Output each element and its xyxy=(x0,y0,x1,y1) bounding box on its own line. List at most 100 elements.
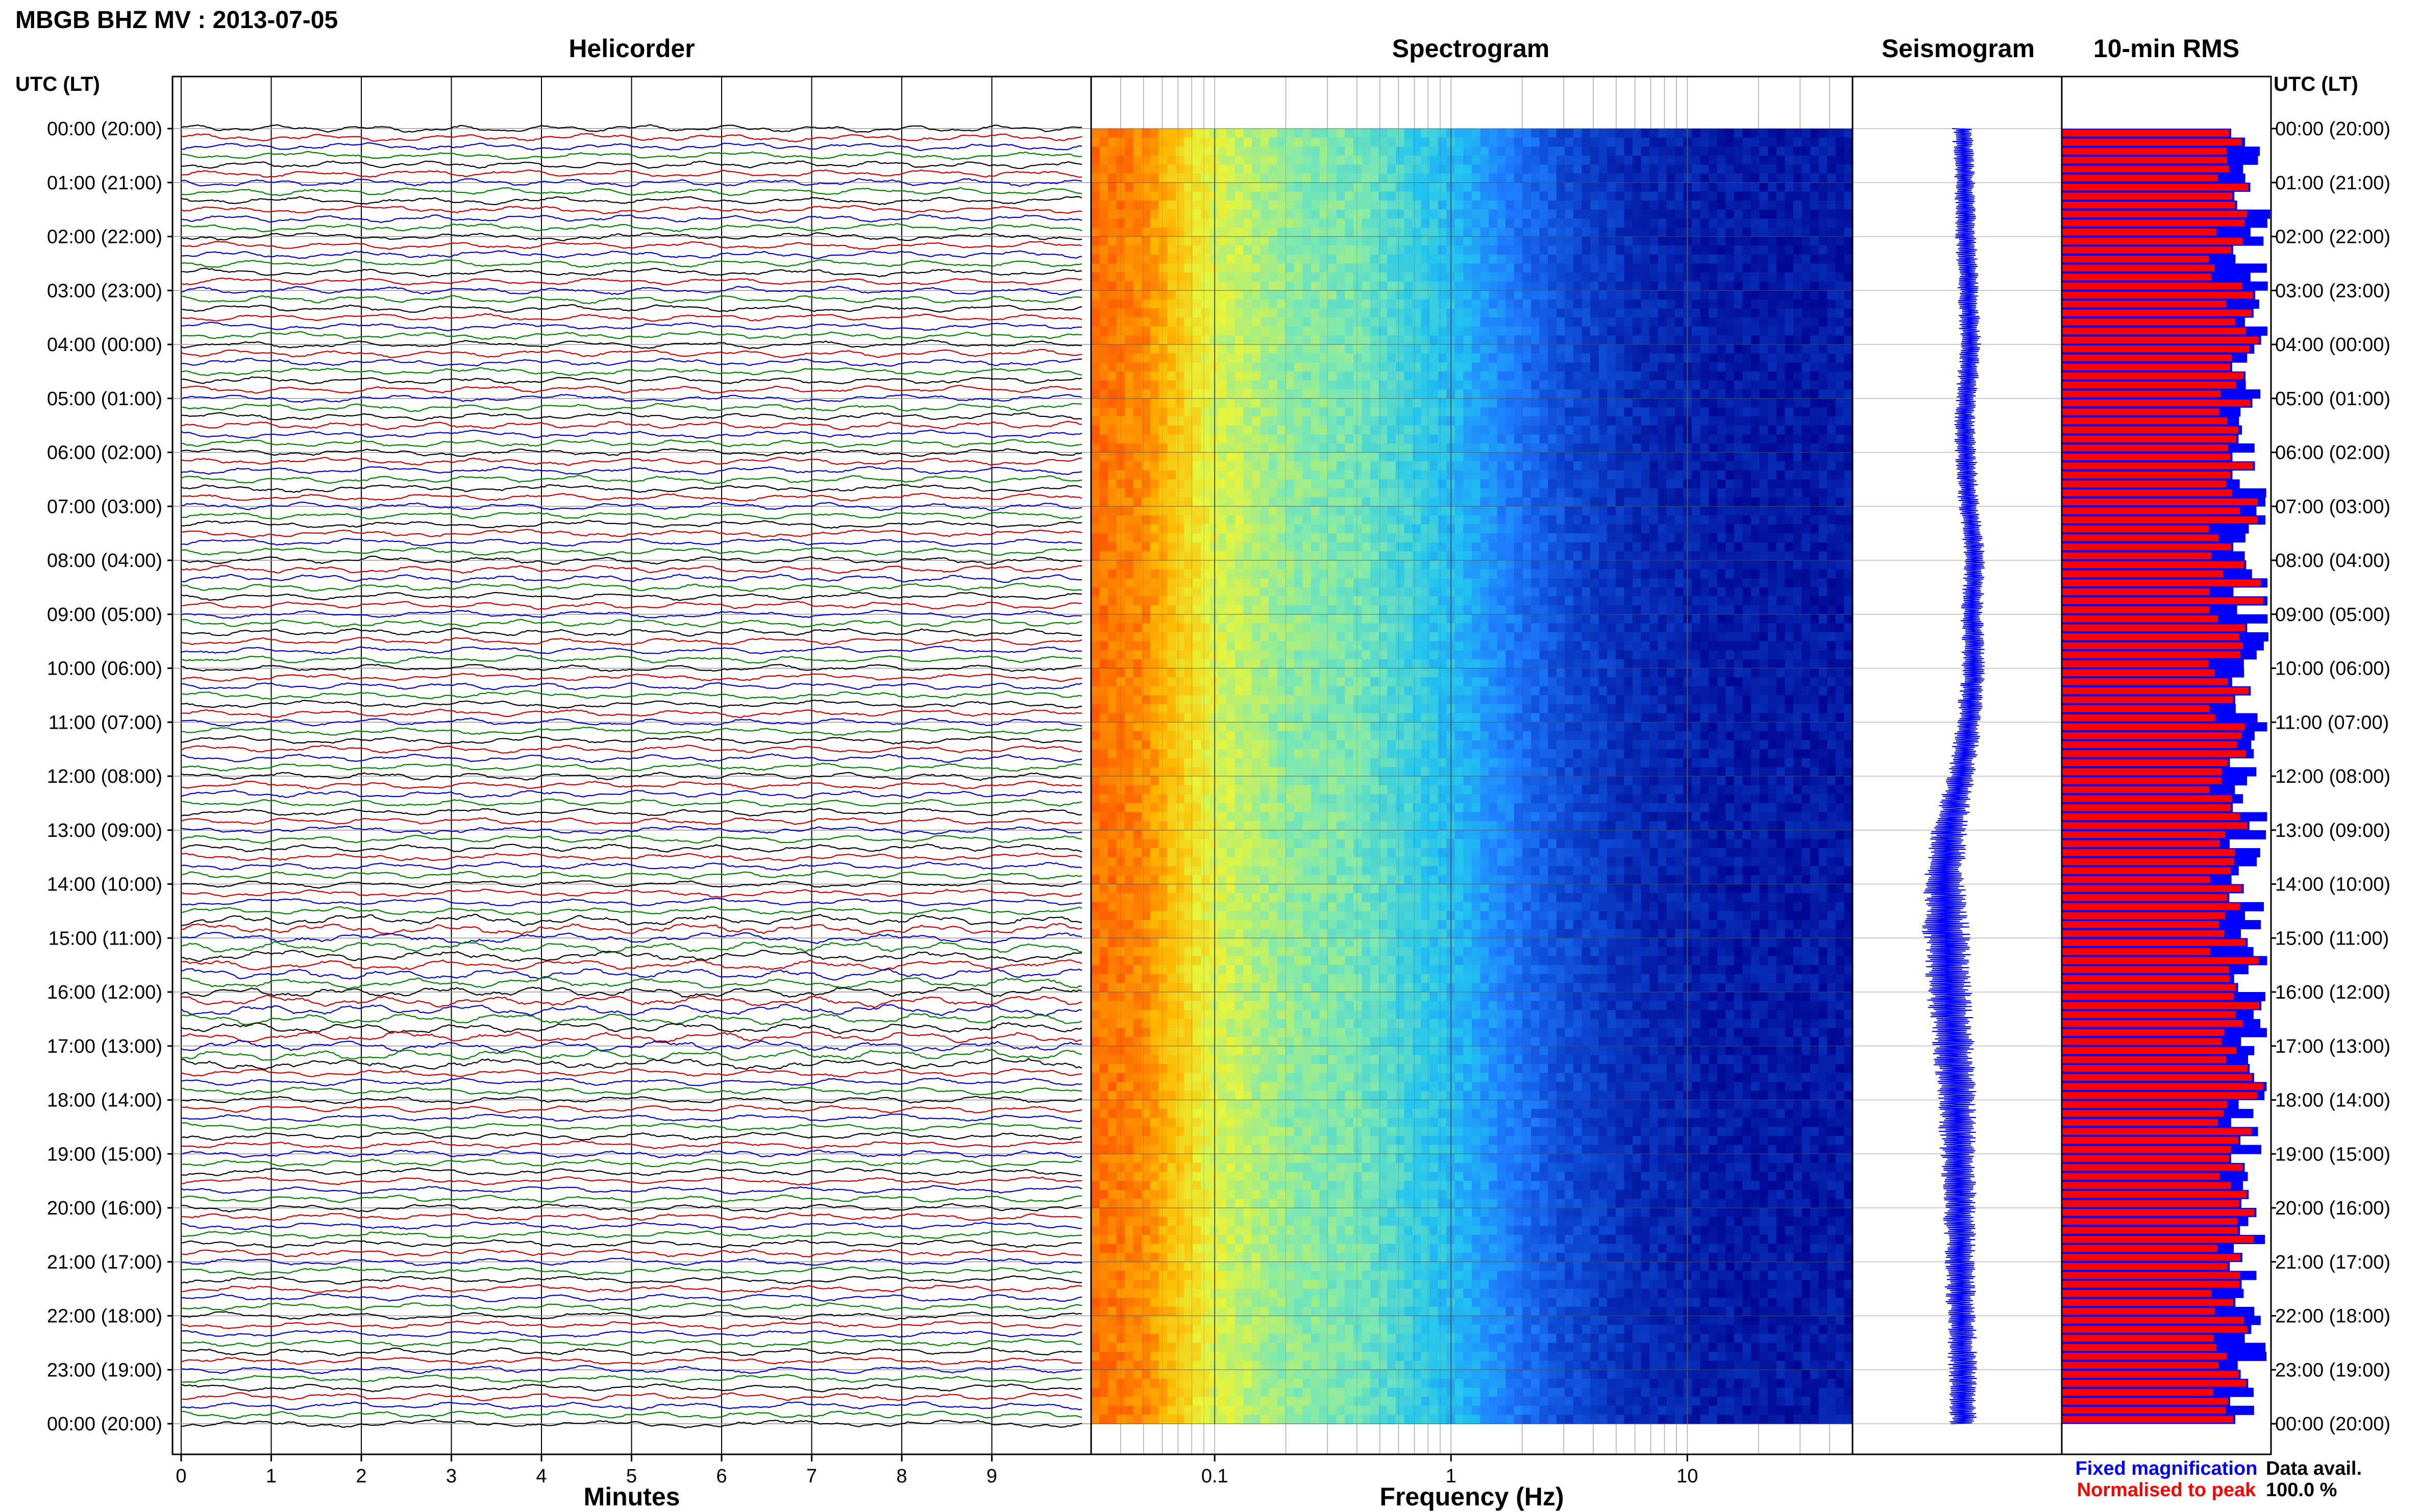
spectrogram-cell xyxy=(1311,137,1320,147)
spectrogram-cell xyxy=(1108,236,1117,246)
helicorder-trace-line xyxy=(181,429,1082,439)
spectrogram-cell xyxy=(1370,443,1379,453)
spectrogram-cell xyxy=(1429,569,1439,579)
spectrogram-cell xyxy=(1413,434,1422,444)
spectrogram-cell xyxy=(1590,569,1599,579)
spectrogram-cell xyxy=(1091,479,1100,489)
spectrogram-cell xyxy=(1514,371,1523,381)
spectrogram-cell xyxy=(1226,560,1236,570)
spectrogram-cell xyxy=(1785,515,1794,525)
spectrogram-cell xyxy=(1091,173,1100,183)
spectrogram-cell xyxy=(1607,425,1616,435)
spectrogram-cell xyxy=(1311,578,1320,588)
spectrogram-cell xyxy=(1362,218,1371,228)
spectrogram-cell xyxy=(1378,407,1388,417)
spectrogram-cell xyxy=(1429,201,1439,210)
spectrogram-cell xyxy=(1489,129,1498,138)
spectrogram-cell xyxy=(1201,201,1210,210)
spectrogram-cell xyxy=(1810,434,1819,444)
spectrogram-cell xyxy=(1472,191,1481,201)
spectrogram-cell xyxy=(1759,272,1768,282)
spectrogram-cell xyxy=(1734,353,1743,363)
spectrogram-cell xyxy=(1201,551,1210,561)
spectrogram-cell xyxy=(1480,146,1489,156)
spectrogram-cell xyxy=(1649,173,1659,183)
spectrogram-cell xyxy=(1497,551,1507,561)
spectrogram-cell xyxy=(1522,290,1532,300)
spectrogram-cell xyxy=(1539,155,1548,165)
spectrogram-cell xyxy=(1142,560,1151,570)
spectrogram-cell xyxy=(1438,551,1447,561)
spectrogram-cell xyxy=(1607,173,1616,183)
spectrogram-cell xyxy=(1658,299,1667,309)
spectrogram-cell xyxy=(1328,353,1337,363)
spectrogram-cell xyxy=(1158,524,1168,534)
spectrogram-cell xyxy=(1395,578,1405,588)
spectrogram-cell xyxy=(1598,146,1608,156)
spectrogram-cell xyxy=(1818,587,1828,597)
spectrogram-cell xyxy=(1810,281,1819,291)
helicorder-trace-line xyxy=(181,331,1082,340)
spectrogram-cell xyxy=(1692,335,1701,345)
spectrogram-cell xyxy=(1548,362,1557,372)
spectrogram-cell xyxy=(1286,353,1295,363)
spectrogram-cell xyxy=(1294,290,1303,300)
spectrogram-cell xyxy=(1150,191,1159,201)
spectrogram-cell xyxy=(1590,129,1599,138)
helicorder-trace-line xyxy=(181,393,1082,403)
spectrogram-cell xyxy=(1099,254,1108,264)
spectrogram-cell xyxy=(1210,506,1219,516)
spectrogram-cell xyxy=(1395,461,1405,471)
spectrogram-cell xyxy=(1472,245,1481,255)
spectrogram-cell xyxy=(1311,362,1320,372)
spectrogram-cell xyxy=(1158,560,1168,570)
spectrogram-cell xyxy=(1810,398,1819,408)
spectrogram-cell xyxy=(1142,353,1151,363)
spectrogram-cell xyxy=(1175,524,1185,534)
spectrogram-cell xyxy=(1674,263,1684,273)
spectrogram-cell xyxy=(1413,129,1422,138)
spectrogram-cell xyxy=(1489,254,1498,264)
spectrogram-cell xyxy=(1116,443,1126,453)
spectrogram-cell xyxy=(1793,201,1803,210)
spectrogram-cell xyxy=(1150,533,1159,543)
spectrogram-cell xyxy=(1108,326,1117,336)
spectrogram-cell xyxy=(1700,173,1709,183)
spectrogram-cell xyxy=(1277,317,1287,327)
spectrogram-cell xyxy=(1674,407,1684,417)
helicorder-trace-line xyxy=(181,609,1082,619)
spectrogram-cell xyxy=(1725,425,1735,435)
spectrogram-cell xyxy=(1328,281,1337,291)
spectrogram-cell xyxy=(1539,290,1548,300)
spectrogram-cell xyxy=(1624,146,1633,156)
spectrogram-cell xyxy=(1175,470,1185,480)
spectrogram-cell xyxy=(1286,254,1295,264)
spectrogram-cell xyxy=(1286,146,1295,156)
spectrogram-cell xyxy=(1539,497,1548,507)
spectrogram-cell xyxy=(1210,524,1219,534)
spectrogram-cell xyxy=(1362,515,1371,525)
spectrogram-cell xyxy=(1818,506,1828,516)
spectrogram-cell xyxy=(1353,596,1363,606)
spectrogram-cell xyxy=(1709,470,1718,480)
spectrogram-cell xyxy=(1226,155,1236,165)
spectrogram-cell xyxy=(1150,353,1159,363)
spectrogram-cell xyxy=(1658,488,1667,498)
spectrogram-cell xyxy=(1108,407,1117,417)
spectrogram-cell xyxy=(1615,488,1625,498)
spectrogram-cell xyxy=(1286,173,1295,183)
spectrogram-cell xyxy=(1294,452,1303,462)
spectrogram-cell xyxy=(1378,488,1388,498)
spectrogram-cell xyxy=(1717,254,1726,264)
spectrogram-cell xyxy=(1692,425,1701,435)
spectrogram-cell xyxy=(1184,506,1193,516)
spectrogram-cell xyxy=(1709,416,1718,426)
spectrogram-cell xyxy=(1505,129,1515,138)
spectrogram-cell xyxy=(1353,407,1363,417)
spectrogram-cell xyxy=(1235,470,1244,480)
spectrogram-cell xyxy=(1497,209,1507,219)
spectrogram-cell xyxy=(1700,461,1709,471)
spectrogram-cell xyxy=(1353,129,1363,138)
spectrogram-cell xyxy=(1421,380,1430,390)
spectrogram-cell xyxy=(1615,470,1625,480)
